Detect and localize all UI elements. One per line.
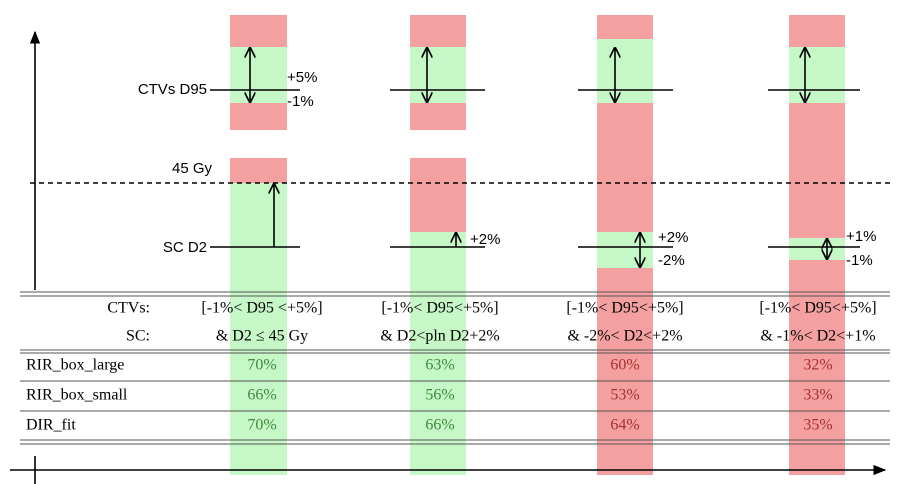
ctv-label: CTVs D95 <box>138 81 207 98</box>
cell-value: 53% <box>610 387 639 404</box>
cell-value: 70% <box>247 417 276 434</box>
row-label: RIR_box_large <box>26 357 124 374</box>
header-label: SC: <box>126 328 150 345</box>
column-condition: [-1%< D95<+5%] <box>381 300 498 317</box>
cell-value: 56% <box>425 387 454 404</box>
ctv-minus: -1% <box>287 93 314 110</box>
ctv-markers <box>210 48 860 102</box>
column-2-bars <box>410 15 466 475</box>
cell-value: 63% <box>425 357 454 374</box>
cell-value: 32% <box>803 357 832 374</box>
column-3-bars <box>597 15 653 475</box>
cell-value: 64% <box>610 417 639 434</box>
sc-markers <box>210 184 860 267</box>
column-condition: [-1%< D95<+5%] <box>566 300 683 317</box>
column-condition: [-1%< D95 <+5%] <box>201 300 322 317</box>
table-rules <box>20 291 890 445</box>
dose-limit-label: 45 Gy <box>172 160 213 177</box>
table-body: [-1%< D95 <+5%] & D2 ≤ 45 Gy [-1%< D95<+5%… <box>26 300 877 434</box>
cell-value: 66% <box>247 387 276 404</box>
column-condition: & -2%< D2<+2% <box>567 328 682 345</box>
column-4-bars <box>789 15 845 475</box>
row-label: RIR_box_small <box>26 387 128 404</box>
sc-annotation: +2% <box>658 229 688 246</box>
cell-value: 35% <box>803 417 832 434</box>
sc-annotation: +1% <box>846 228 876 245</box>
cell-value: 66% <box>425 417 454 434</box>
ctv-plus: +5% <box>287 69 317 86</box>
column-condition: & D2 ≤ 45 Gy <box>216 328 308 345</box>
column-condition: [-1%< D95<+5%] <box>759 300 876 317</box>
cell-value: 60% <box>610 357 639 374</box>
column-condition: & -1%< D2<+1% <box>760 328 875 345</box>
column-condition: & D2<pln D2+2% <box>380 328 499 345</box>
sc-annotation: +2% <box>470 231 500 248</box>
sc-annotation: -1% <box>846 252 873 269</box>
cell-value: 33% <box>803 387 832 404</box>
header-label: CTVs: <box>107 300 150 317</box>
sc-label: SC D2 <box>163 239 207 256</box>
row-label: DIR_fit <box>26 417 76 434</box>
sc-annotation: -2% <box>658 252 685 269</box>
column-1-bars <box>230 15 287 475</box>
cell-value: 70% <box>247 357 276 374</box>
